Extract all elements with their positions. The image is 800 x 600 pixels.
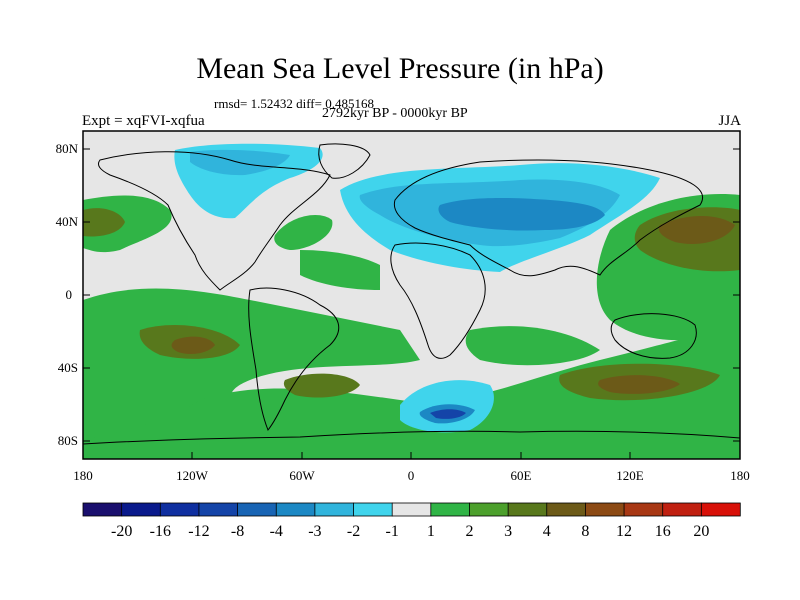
colorbar-label: 16 [655,523,671,540]
map-title: Mean Sea Level Pressure (in hPa) [196,52,604,85]
colorbar-label: 3 [504,523,512,540]
colorbar-swatch [353,502,393,517]
lon-label-180w: 180 [73,468,93,483]
colorbar-label: -12 [188,523,209,540]
lat-label-80s: 80S [58,433,78,448]
colorbar-swatch [700,502,741,517]
coastlines [83,143,740,445]
contour-tropical-atlantic-positive [300,250,380,290]
coastline-africa [390,242,486,359]
contour-north-pacific-high [83,208,125,237]
contour-south-pacific-peak [171,336,215,354]
contour-southern-indian-peak [598,375,680,394]
contour-antarctic-peak [430,409,466,419]
longitude-labels: 180 120W 60W 0 60E 120E 180 [73,468,750,483]
colorbar-swatch [662,502,703,517]
colorbar-label: -2 [347,523,360,540]
lon-label-180e: 180 [730,468,750,483]
coastline-south-america [248,287,340,431]
contour-south-atlantic-high [283,373,360,398]
lon-label-60e: 60E [511,468,532,483]
coastline-eurasia [393,159,703,277]
colorbar-label: 4 [543,523,551,540]
season-label: JJA [718,113,741,129]
contour-west-pacific-peak [658,215,735,245]
contour-north-atlantic-positive [274,215,333,250]
experiment-label: Expt = xqFVI-xqfua [82,113,205,129]
colorbar-swatch [121,502,162,517]
colorbar-swatch [82,502,123,517]
lat-label-0: 0 [66,287,73,302]
lat-label-40n: 40N [56,214,79,229]
colorbar-swatch [314,502,355,517]
lon-label-120w: 120W [176,468,209,483]
colorbar-label: 12 [616,523,632,540]
colorbar-swatch [623,502,664,517]
lon-label-120e: 120E [616,468,644,483]
colorbar-label: -3 [308,523,321,540]
colorbar-label: -1 [386,523,399,540]
lon-label-60w: 60W [289,468,315,483]
lon-label-0: 0 [408,468,415,483]
colorbar-label: 2 [465,523,473,540]
colorbar-swatch [585,502,625,517]
colorbar-label: -16 [150,523,171,540]
coastline-australia [610,313,697,359]
contour-indian-ocean-positive [465,326,600,366]
stats-text: rmsd= 1.52432 diff= 0.485168 [214,96,374,111]
colorbar-swatch [546,502,587,517]
colorbar-label: -20 [111,523,132,540]
colorbar-swatch [469,502,509,517]
colorbar-swatch [198,502,239,517]
contour-southern-ocean-positive [83,320,740,459]
pressure-contours [83,143,740,459]
latitude-labels: 80N 40N 0 40S 80S [56,141,79,448]
colorbar-swatch [237,502,277,517]
colorbar-label: -8 [231,523,244,540]
colorbar: -20 -16 -12 -8 -4 -3 -2 -1 1 2 3 4 8 12 16 20 [82,502,741,540]
colorbar-label: 1 [427,523,435,540]
contour-eurasia-strong [438,197,605,231]
colorbar-swatch [507,502,548,517]
colorbar-label: 20 [693,523,709,540]
colorbar-swatch [391,502,432,517]
colorbar-swatch [430,502,471,517]
colorbar-swatch [275,502,316,517]
colorbar-label: 8 [581,523,589,540]
period-text: 2792kyr BP - 0000kyr BP [322,106,468,121]
lat-label-80n: 80N [56,141,79,156]
coastline-antarctica [83,430,740,445]
lat-label-40s: 40S [58,360,78,375]
colorbar-swatch [159,502,200,517]
axis-ticks [83,148,740,459]
coastline-north-america [97,151,331,291]
colorbar-label: -4 [270,523,283,540]
coastline-greenland [318,143,371,179]
